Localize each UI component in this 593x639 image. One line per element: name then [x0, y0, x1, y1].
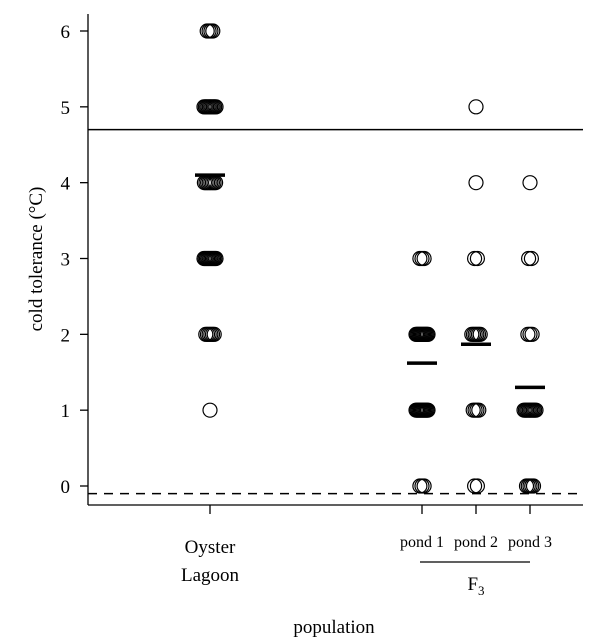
data-point — [471, 402, 487, 418]
y-tick-label: 1 — [61, 401, 71, 422]
mean-markers — [195, 173, 545, 390]
data-point — [469, 250, 485, 267]
data-point — [468, 99, 484, 115]
axes — [87, 14, 583, 506]
data-point — [205, 23, 221, 39]
data-point — [524, 326, 540, 342]
data-point — [528, 402, 544, 418]
data-point — [202, 402, 218, 418]
y-tick-label: 2 — [61, 325, 71, 346]
x-tick-label: pond 1 — [400, 534, 444, 551]
y-tick-label: 5 — [61, 98, 71, 119]
x-axis-labels: Oyster Lagoon pond 1 pond 2 pond 3 F3 — [181, 505, 552, 598]
y-tick-label: 0 — [61, 477, 71, 498]
data-point — [522, 175, 538, 191]
y-tick-label: 4 — [61, 174, 71, 195]
data-points — [196, 23, 544, 494]
x-tick-label: Lagoon — [181, 565, 240, 586]
data-point — [420, 402, 436, 418]
data-point — [416, 478, 432, 494]
data-point — [520, 250, 537, 267]
data-point — [416, 250, 432, 267]
data-point — [467, 250, 483, 267]
y-axis-label: cold tolerance (°C) — [26, 187, 47, 332]
data-point — [206, 326, 222, 342]
x-tick-label: Oyster — [185, 537, 236, 558]
y-tick-label: 6 — [61, 22, 71, 43]
data-point — [208, 250, 224, 267]
data-point — [468, 175, 484, 191]
y-tick-label: 3 — [61, 250, 71, 271]
data-point — [472, 326, 488, 342]
x-tick-label: pond 3 — [508, 534, 552, 551]
x-axis-label: population — [293, 617, 375, 638]
group-label: F3 — [467, 574, 484, 598]
data-point — [525, 478, 542, 494]
y-axis-ticks: 0 1 2 3 4 5 6 — [61, 22, 88, 498]
data-point — [469, 478, 485, 494]
data-point — [208, 99, 224, 115]
x-tick-label: pond 2 — [454, 534, 498, 551]
data-point — [523, 250, 540, 267]
reference-lines — [88, 128, 583, 495]
data-point — [467, 478, 483, 494]
data-point — [420, 326, 436, 342]
